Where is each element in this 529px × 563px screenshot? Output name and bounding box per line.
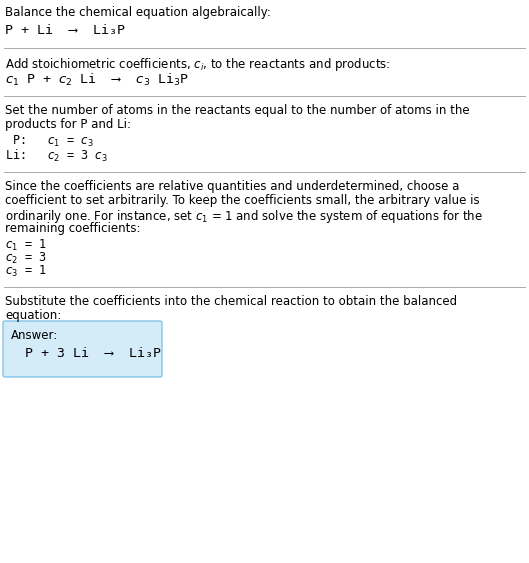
Text: equation:: equation: (5, 309, 61, 322)
Text: remaining coefficients:: remaining coefficients: (5, 222, 141, 235)
Text: Balance the chemical equation algebraically:: Balance the chemical equation algebraica… (5, 6, 271, 19)
Text: $c_1$ P + $c_2$ Li  ⟶  $c_3$ Li$_3$P: $c_1$ P + $c_2$ Li ⟶ $c_3$ Li$_3$P (5, 72, 189, 88)
Text: P + Li  ⟶  Li₃P: P + Li ⟶ Li₃P (5, 24, 125, 37)
Text: $c_1$ = 1: $c_1$ = 1 (5, 238, 47, 253)
Text: ordinarily one. For instance, set $c_1$ = 1 and solve the system of equations fo: ordinarily one. For instance, set $c_1$ … (5, 208, 482, 225)
Text: Answer:: Answer: (11, 329, 58, 342)
Text: Add stoichiometric coefficients, $c_i$, to the reactants and products:: Add stoichiometric coefficients, $c_i$, … (5, 56, 390, 73)
Text: Li:   $c_2$ = 3 $c_3$: Li: $c_2$ = 3 $c_3$ (5, 148, 108, 164)
Text: P + 3 Li  ⟶  Li₃P: P + 3 Li ⟶ Li₃P (25, 347, 161, 360)
Text: Substitute the coefficients into the chemical reaction to obtain the balanced: Substitute the coefficients into the che… (5, 295, 457, 308)
FancyBboxPatch shape (3, 321, 162, 377)
Text: coefficient to set arbitrarily. To keep the coefficients small, the arbitrary va: coefficient to set arbitrarily. To keep … (5, 194, 480, 207)
Text: Set the number of atoms in the reactants equal to the number of atoms in the: Set the number of atoms in the reactants… (5, 104, 470, 117)
Text: P:   $c_1$ = $c_3$: P: $c_1$ = $c_3$ (5, 134, 94, 149)
Text: products for P and Li:: products for P and Li: (5, 118, 131, 131)
Text: $c_2$ = 3: $c_2$ = 3 (5, 251, 47, 266)
Text: $c_3$ = 1: $c_3$ = 1 (5, 264, 47, 279)
Text: Since the coefficients are relative quantities and underdetermined, choose a: Since the coefficients are relative quan… (5, 180, 459, 193)
